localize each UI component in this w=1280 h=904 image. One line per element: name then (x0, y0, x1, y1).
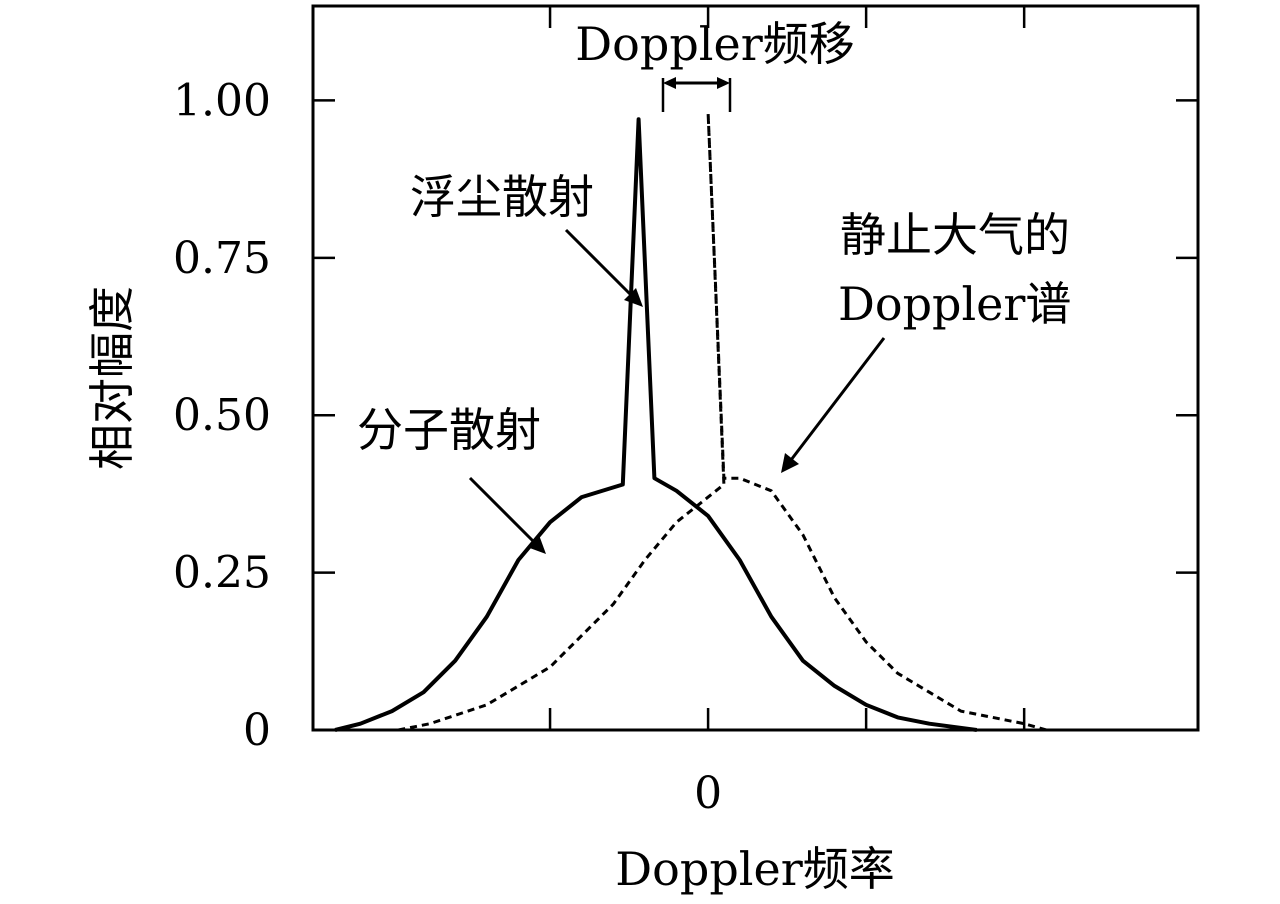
y-tick-label: 0.50 (173, 390, 271, 441)
y-tick-label: 0 (243, 705, 271, 756)
x-tick-labels: 0 (694, 768, 722, 819)
molecular-scattering-label: 分子散射 (357, 403, 541, 457)
dust-scattering-arrow (564, 228, 643, 307)
x-axis-label: Doppler频率 (615, 842, 894, 896)
molecular-scattering-arrow (468, 476, 546, 554)
static-atmosphere-arrow (781, 337, 886, 473)
y-tick-label: 1.00 (173, 75, 271, 126)
static-atmosphere-label-line1: 静止大气的 (840, 208, 1070, 262)
doppler-shift-label: Doppler频移 (575, 17, 854, 71)
series-solid-line (334, 117, 978, 732)
y-tick-labels: 0 0.25 0.50 0.75 1.00 (173, 75, 271, 756)
y-tick-label: 0.25 (173, 548, 271, 599)
x-tick-label: 0 (694, 768, 722, 819)
static-atmosphere-label-line2: Doppler谱 (838, 277, 1071, 331)
plot-frame (311, 4, 1200, 732)
dust-scattering-label: 浮尘散射 (410, 170, 594, 224)
y-axis-label: 相对幅度 (85, 286, 139, 470)
series-layer (334, 111, 1047, 732)
axis-ticks (313, 6, 1198, 732)
doppler-shift-dimension (661, 77, 732, 112)
series-dashed-line (398, 111, 1047, 732)
y-tick-label: 0.75 (173, 233, 271, 284)
